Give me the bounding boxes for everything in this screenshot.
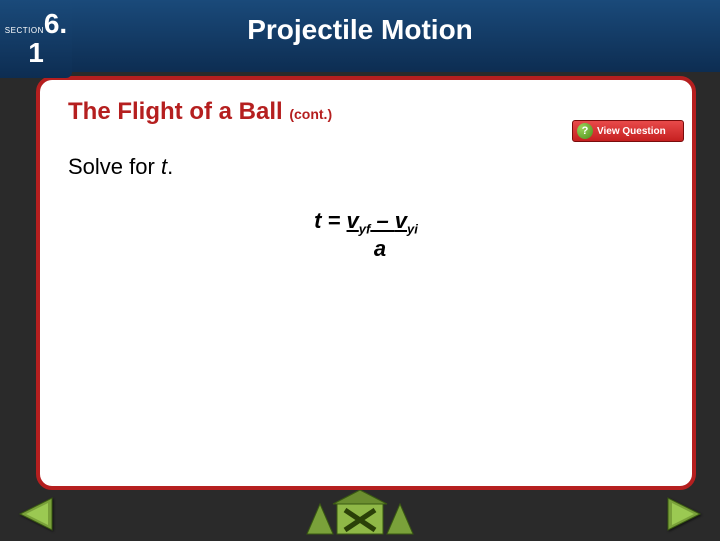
eq-sub1: yf xyxy=(359,221,371,236)
body-text: Solve for t. xyxy=(68,154,664,180)
question-icon: ? xyxy=(577,123,593,139)
arrow-left-icon xyxy=(14,494,62,534)
view-question-button[interactable]: ? View Question xyxy=(572,120,684,142)
eq-sub2: yi xyxy=(407,221,418,236)
eq-v1: v xyxy=(347,208,359,233)
footer-nav xyxy=(0,490,720,540)
eq-v2: v xyxy=(395,208,407,233)
equation-denominator: a xyxy=(96,236,664,262)
prev-button[interactable] xyxy=(14,494,62,534)
unit-title: Projectile Motion xyxy=(0,14,720,46)
equation: t = vyf – vyi xyxy=(68,208,664,236)
next-button[interactable] xyxy=(658,494,706,534)
view-question-label: View Question xyxy=(597,126,666,137)
solve-for: Solve for t. xyxy=(68,154,173,179)
home-button[interactable] xyxy=(305,490,415,536)
home-icon xyxy=(305,490,415,536)
eq-lhs: t = xyxy=(314,208,346,233)
arrow-right-icon xyxy=(658,494,706,534)
subtitle-main: The Flight of a Ball xyxy=(68,98,289,125)
eq-minus: – xyxy=(370,208,394,233)
subtitle-cont: (cont.) xyxy=(289,106,332,122)
